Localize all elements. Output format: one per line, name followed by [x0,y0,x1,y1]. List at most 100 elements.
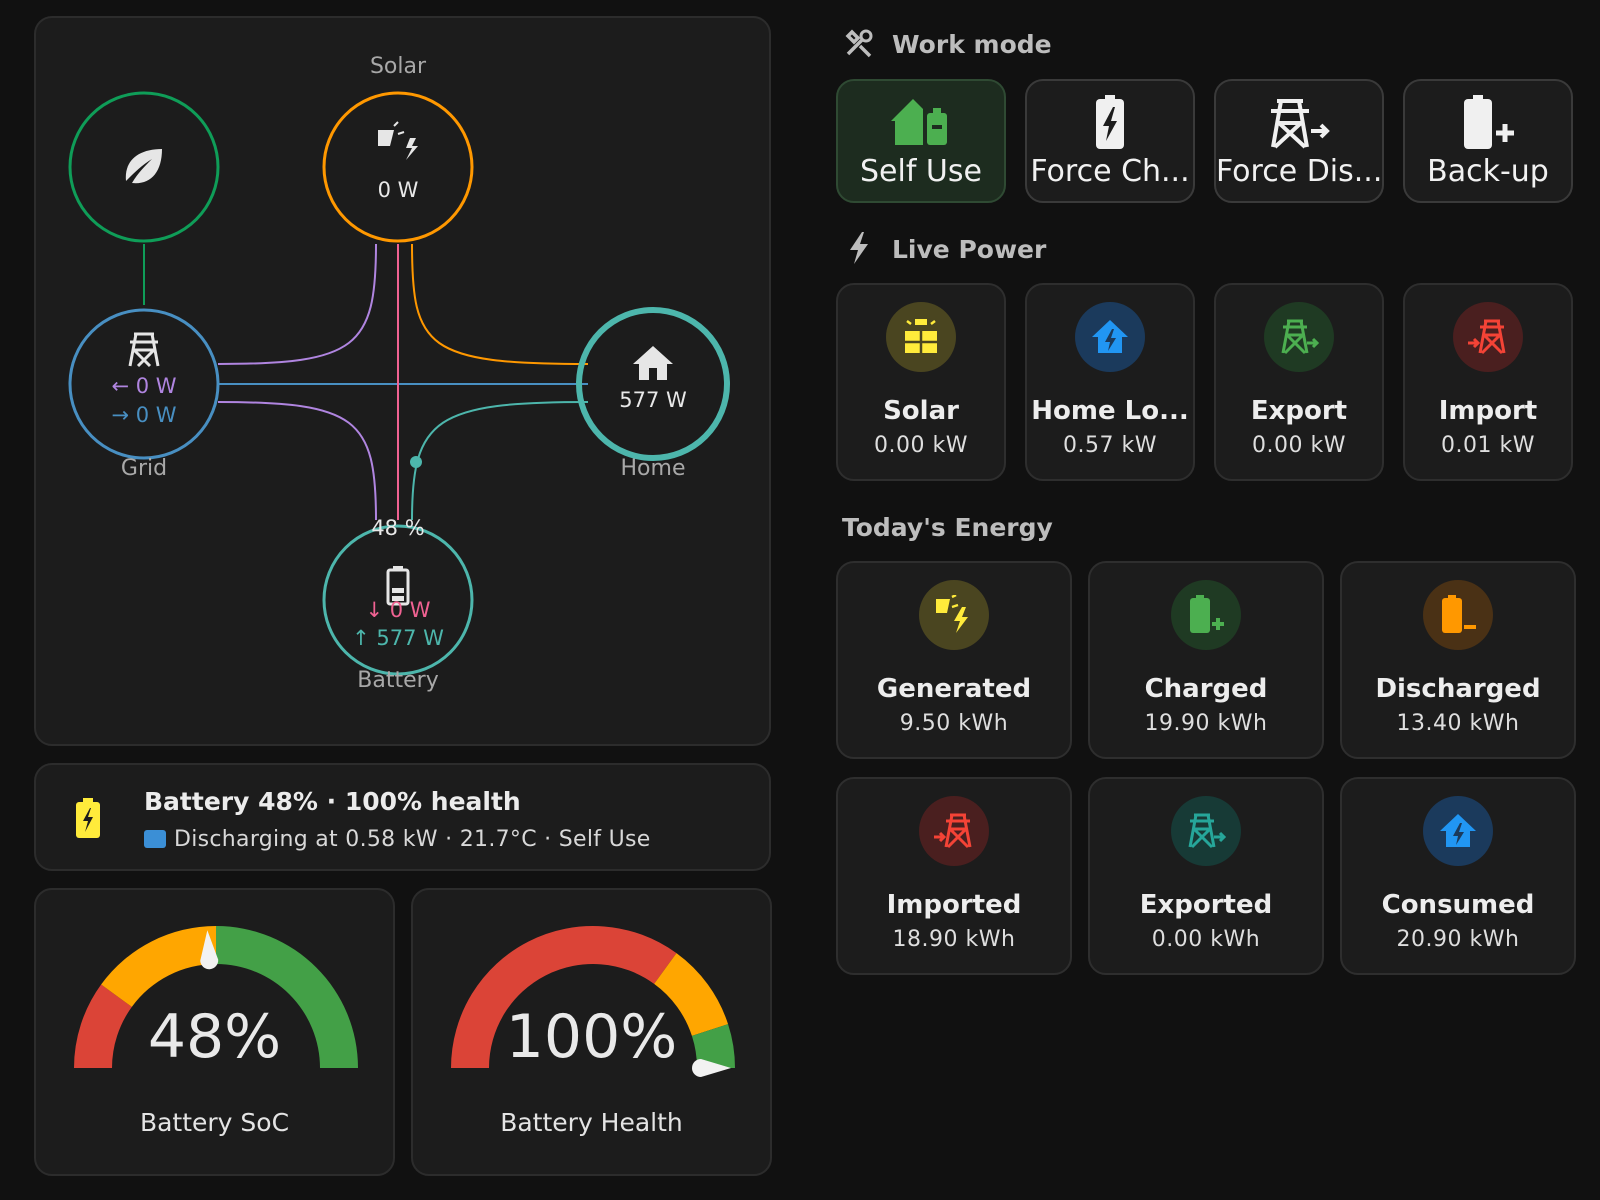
health-gauge-segment-1 [654,953,729,1036]
energy-generated-icon-circle [919,580,989,650]
battery-health-gauge-card[interactable]: 100% Battery Health [411,888,772,1176]
battery-soc-value: 48 % [371,516,425,540]
grid-node[interactable] [68,308,220,460]
battery-soc-gauge [74,926,358,1068]
home-lightning-icon [1440,814,1476,847]
mode-force-charge-label: Force Ch... [1030,154,1190,189]
mode-force-discharge-label: Force Dis... [1216,154,1382,189]
grid-import-value: ← 0 W [111,374,177,398]
health-gauge-segment-0 [451,926,677,1068]
soc-gauge-segment-2 [216,926,358,1068]
live-import-tile[interactable]: Import 0.01 kW [1403,283,1573,481]
energy-consumed-tile[interactable]: Consumed 20.90 kWh [1340,777,1576,975]
transmission-tower-import-icon [934,813,972,849]
grid-import-text: 0 W [135,374,177,398]
energy-exported-value: 0.00 kWh [1151,927,1261,952]
live-solar-tile[interactable]: Solar 0.00 kW [836,283,1006,481]
soc-gauge-needle-shape [200,930,219,970]
energy-generated-tile[interactable]: Generated 9.50 kWh [836,561,1072,759]
health-gauge-needle-shape [692,1059,731,1077]
energy-discharged-tile[interactable]: Discharged 13.40 kWh [1340,561,1576,759]
home-battery-icon [891,99,947,145]
energy-imported-tile[interactable]: Imported 18.90 kWh [836,777,1072,975]
solar-panel-icon [905,319,937,353]
home-lightning-icon [1092,320,1128,353]
soc-gauge-segment-0 [74,984,132,1068]
battery-soc-value: 48% [147,1002,282,1072]
solar-node[interactable] [322,91,474,243]
power-flow-card: Solar 0 W ← 0 W → 0 W Grid 577 W Home 48… [34,16,771,746]
battery-plus-icon [1464,95,1514,149]
low-carbon-node[interactable] [68,91,220,243]
mode-self-use-label: Self Use [860,154,982,189]
home-icon [633,346,673,380]
energy-discharged-icon-circle [1423,580,1493,650]
battery-discharge-text: 577 W [376,626,444,650]
home-label: Home [620,456,686,481]
battery-soc-label: Battery SoC [139,1108,290,1137]
solar-value: 0 W [377,178,419,202]
energy-generated-value: 9.50 kWh [899,711,1009,736]
energy-exported-tile[interactable]: Exported 0.00 kWh [1088,777,1324,975]
energy-charged-value: 19.90 kWh [1144,711,1268,736]
battery-icon [386,566,410,606]
health-gauge-arc [451,926,735,1068]
live-import-name: Import [1438,396,1538,426]
transmission-tower-export-icon [1188,813,1226,849]
mode-backup-label: Back-up [1427,154,1549,189]
energy-consumed-value: 20.90 kWh [1396,927,1520,952]
live-import-value: 0.01 kW [1441,433,1535,458]
live-power-title: Live Power [844,232,1046,270]
todays-energy-title: Today's Energy [842,513,1053,542]
battery-node[interactable] [322,524,474,676]
energy-charged-icon-circle [1171,580,1241,650]
grid-label: Grid [120,456,168,481]
transmission-tower-export-icon [1271,99,1330,149]
grid-export-text: 0 W [135,403,177,427]
soc-gauge-arc [74,926,358,1068]
battery-soc-gauge-card[interactable]: 48% Battery SoC [34,888,395,1176]
solar-grid-line [217,243,377,365]
leaf-icon [125,149,162,184]
energy-generated-name: Generated [876,674,1032,704]
flash-icon [844,232,878,270]
mode-force-discharge-button[interactable]: Force Dis... [1214,79,1384,203]
battery-summary-card[interactable]: Battery 48% · 100% health Discharging at… [34,763,771,871]
health-gauge-needle [692,1059,731,1077]
battery-summary-title: Battery 48% · 100% health [144,787,521,816]
live-home-load-name: Home Lo... [1031,396,1189,426]
mode-self-use-button[interactable]: Self Use [836,79,1006,203]
battery-charging-icon [76,798,100,838]
work-mode-title-text: Work mode [892,30,1052,59]
live-export-name: Export [1250,396,1348,426]
battery-health-gauge [451,926,735,1077]
live-home-load-tile[interactable]: Home Lo... 0.57 kW [1025,283,1195,481]
live-export-tile[interactable]: Export 0.00 kW [1214,283,1384,481]
energy-charged-tile[interactable]: Charged 19.90 kWh [1088,561,1324,759]
energy-imported-name: Imported [886,890,1022,920]
grid-export-value: → 0 W [111,403,177,427]
battery-home-line [411,401,589,521]
power-flow-diagram [68,91,730,676]
live-home-icon-circle [1075,302,1145,372]
live-solar-icon-circle [886,302,956,372]
battery-label: Battery [357,668,439,693]
mode-force-charge-button[interactable]: Force Ch... [1025,79,1195,203]
live-power-title-text: Live Power [892,235,1047,264]
battery-charging-icon [1096,95,1124,149]
grid-battery-line [217,401,377,521]
transmission-tower-icon [128,332,160,368]
live-solar-value: 0.00 kW [874,433,968,458]
energy-discharged-name: Discharged [1375,674,1541,704]
battery-discharge-value: ↑ 577 W [352,626,444,650]
home-node[interactable] [576,307,730,461]
energy-consumed-name: Consumed [1381,890,1535,920]
battery-plus-icon [1190,595,1224,633]
energy-imported-value: 18.90 kWh [892,927,1016,952]
battery-health-value: 100% [505,1002,678,1072]
solar-power-icon [378,121,418,160]
health-gauge-segment-2 [691,1024,735,1068]
mode-backup-button[interactable]: Back-up [1403,79,1573,203]
battery-charge-value: ↓ 0 W [365,598,431,622]
solar-home-line [411,243,589,365]
